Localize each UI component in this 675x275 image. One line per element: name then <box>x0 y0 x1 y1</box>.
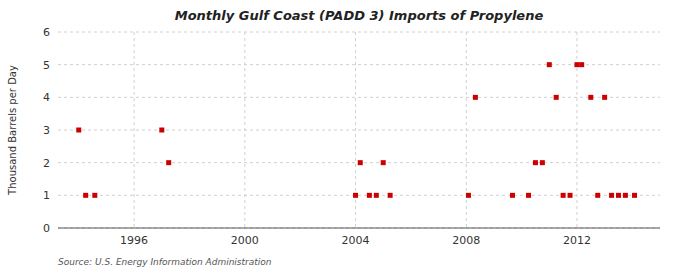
y-grid-line <box>58 228 660 229</box>
point <box>358 160 363 165</box>
annotation: Source: U.S. Energy Information Administ… <box>58 257 272 267</box>
point <box>374 193 379 198</box>
point <box>568 193 573 198</box>
point <box>579 62 584 67</box>
x-grid-line <box>244 32 245 228</box>
point <box>574 62 579 67</box>
point <box>466 193 471 198</box>
point <box>526 193 531 198</box>
point <box>632 193 637 198</box>
point <box>473 95 478 100</box>
point <box>92 193 97 198</box>
point <box>547 62 552 67</box>
point <box>616 193 621 198</box>
points <box>76 62 637 198</box>
y-grid-line <box>58 64 660 65</box>
point <box>609 193 614 198</box>
point <box>83 193 88 198</box>
y-tick-label: 1 <box>43 189 50 202</box>
point <box>353 193 358 198</box>
y-grid-line <box>58 32 660 33</box>
point <box>510 193 515 198</box>
point <box>561 193 566 198</box>
point <box>367 193 372 198</box>
title: Monthly Gulf Coast (PADD 3) Imports of P… <box>175 8 544 23</box>
point <box>533 160 538 165</box>
point <box>554 95 559 100</box>
x-axis-line <box>58 228 660 229</box>
x-grid-line <box>576 32 577 228</box>
point <box>388 193 393 198</box>
point <box>623 193 628 198</box>
point <box>381 160 386 165</box>
x-tick-label: 1996 <box>120 234 148 247</box>
y-tick-label: 2 <box>43 157 50 170</box>
point <box>166 160 171 165</box>
point <box>540 160 545 165</box>
point <box>595 193 600 198</box>
y-tick-label: 3 <box>43 124 50 137</box>
x-grid-line <box>466 32 467 228</box>
background <box>0 0 675 275</box>
y-tick-label: 0 <box>43 222 50 235</box>
x-tick-label: 2012 <box>563 234 591 247</box>
x-grid-line <box>134 32 135 228</box>
y-grid-line <box>58 130 660 131</box>
point <box>159 128 164 133</box>
y-grid-line <box>58 97 660 98</box>
y-axis-label: Thousand Barrels per Day <box>7 65 18 196</box>
y-tick-label: 4 <box>43 91 50 104</box>
x-tick-label: 2004 <box>342 234 370 247</box>
x-grid-line <box>355 32 356 228</box>
point <box>76 128 81 133</box>
x-tick-label: 2008 <box>452 234 480 247</box>
y-tick-label: 5 <box>43 59 50 72</box>
y-tick-label: 6 <box>43 26 50 39</box>
point <box>588 95 593 100</box>
point <box>602 95 607 100</box>
x-tick-label: 2000 <box>231 234 259 247</box>
